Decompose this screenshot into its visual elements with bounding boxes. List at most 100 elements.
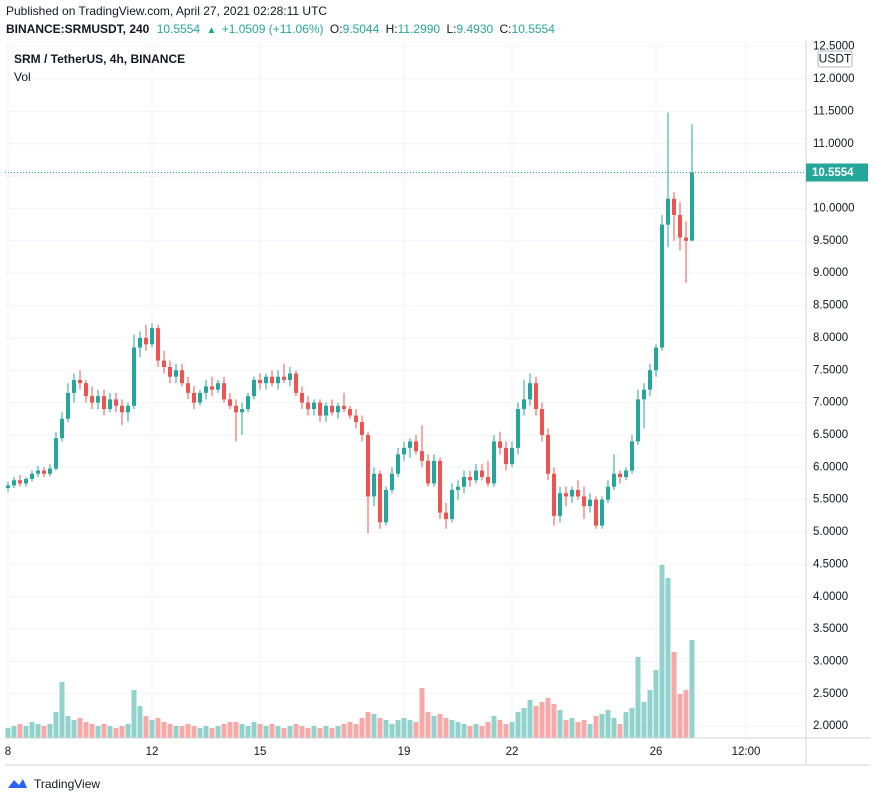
volume-bar — [335, 726, 341, 738]
candle-body — [491, 441, 496, 484]
volume-bar — [269, 724, 275, 738]
volume-bar — [203, 726, 209, 738]
y-tick-label: 5.0000 — [813, 526, 848, 538]
y-tick-label: 4.5000 — [813, 558, 848, 570]
candle-body — [473, 470, 478, 481]
volume-bar — [245, 726, 251, 738]
candle-body — [467, 477, 472, 481]
candle-body — [137, 337, 142, 348]
x-tick-label: 12 — [146, 746, 159, 758]
volume-bar — [539, 702, 545, 738]
candle-body — [449, 489, 454, 520]
candle-body — [89, 396, 94, 403]
high-value: 11.2990 — [398, 22, 441, 36]
volume-bar — [41, 726, 47, 738]
candle-body — [269, 376, 274, 384]
candle-body — [107, 399, 112, 410]
y-tick-label: 6.5000 — [813, 429, 848, 441]
candle-body — [353, 415, 358, 423]
candle-body — [383, 489, 388, 523]
volume-bar — [17, 724, 23, 738]
volume-bar — [347, 722, 353, 738]
y-tick-label: 11.0000 — [813, 138, 854, 150]
candle-body — [659, 224, 664, 348]
candle-body — [185, 383, 190, 393]
volume-bar — [341, 724, 347, 738]
volume-bar — [659, 565, 665, 738]
candle-body — [377, 473, 382, 523]
volume-bar — [287, 726, 293, 738]
candle-body — [155, 328, 160, 361]
candle-body — [59, 418, 64, 439]
published: Published on TradingView.com, April 27, … — [6, 4, 327, 18]
candle-body — [173, 370, 178, 377]
candle-body — [53, 438, 58, 469]
candle-body — [671, 198, 676, 215]
volume-bar — [59, 682, 65, 738]
x-tick-label: 19 — [398, 746, 411, 758]
candle-body — [587, 499, 592, 507]
symbol-legend: BINANCE:SRMUSDT, 240 10.5554 ▲ +1.0509 (… — [6, 22, 555, 36]
volume-bar — [179, 726, 185, 738]
candle-body — [629, 441, 634, 471]
candle-body — [257, 379, 262, 384]
volume-bar — [23, 726, 29, 738]
volume-bar — [221, 724, 227, 738]
y-tick-label: 12.5000 — [813, 41, 855, 53]
candle-body — [407, 441, 412, 448]
y-tick-label: 6.0000 — [813, 461, 848, 473]
candle-body — [569, 489, 574, 497]
candle-body — [245, 396, 250, 410]
x-tick-label: 22 — [506, 746, 519, 758]
volume-bar — [425, 712, 431, 738]
y-tick-label: 12.0000 — [813, 73, 855, 85]
volume-bar — [143, 716, 149, 738]
volume-bar — [473, 724, 479, 738]
candle-body — [623, 470, 628, 478]
candle-body — [113, 399, 118, 406]
volume-bar — [89, 724, 95, 738]
y-tick-label: 9.0000 — [813, 267, 848, 279]
close-label: C: — [500, 22, 512, 36]
candle-body — [389, 473, 394, 490]
y-tick-label: 11.5000 — [813, 105, 854, 117]
volume-bar — [101, 724, 107, 738]
volume-bar — [461, 724, 467, 738]
candles — [5, 112, 806, 534]
volume-bar — [251, 722, 257, 738]
volume-bar — [5, 728, 11, 738]
candle-body — [47, 468, 52, 474]
candle-body — [149, 328, 154, 345]
candle-body — [431, 460, 436, 484]
candle-body — [689, 172, 694, 241]
candle-body — [23, 478, 28, 484]
volume-bar — [653, 670, 659, 738]
candle-body — [557, 493, 562, 516]
volume-bar — [665, 578, 671, 738]
candle-body — [281, 376, 286, 380]
volume-bar — [113, 728, 119, 738]
y-tick-label: 3.0000 — [813, 655, 848, 667]
volume-bar — [419, 688, 425, 738]
volume-bar — [443, 718, 449, 738]
candle-body — [17, 480, 22, 484]
volume-bar — [383, 720, 389, 738]
volume-bar — [371, 714, 377, 738]
candle-body — [395, 454, 400, 474]
y-tick-label: 2.5000 — [813, 688, 848, 700]
volume-bar — [377, 718, 383, 738]
volume-bar — [395, 720, 401, 738]
candle-body — [5, 485, 10, 489]
volume-bar — [47, 724, 53, 738]
change-arrow: ▲ — [206, 25, 216, 36]
candle-body — [197, 392, 202, 403]
candle-body — [425, 460, 430, 484]
volume-bar — [533, 706, 539, 738]
y-tick-label: 8.5000 — [813, 300, 848, 312]
candle-body — [509, 447, 514, 465]
logo-icon — [8, 779, 27, 788]
candle-body — [35, 470, 40, 474]
volume-bar — [365, 712, 371, 738]
volume-bar — [329, 728, 335, 738]
